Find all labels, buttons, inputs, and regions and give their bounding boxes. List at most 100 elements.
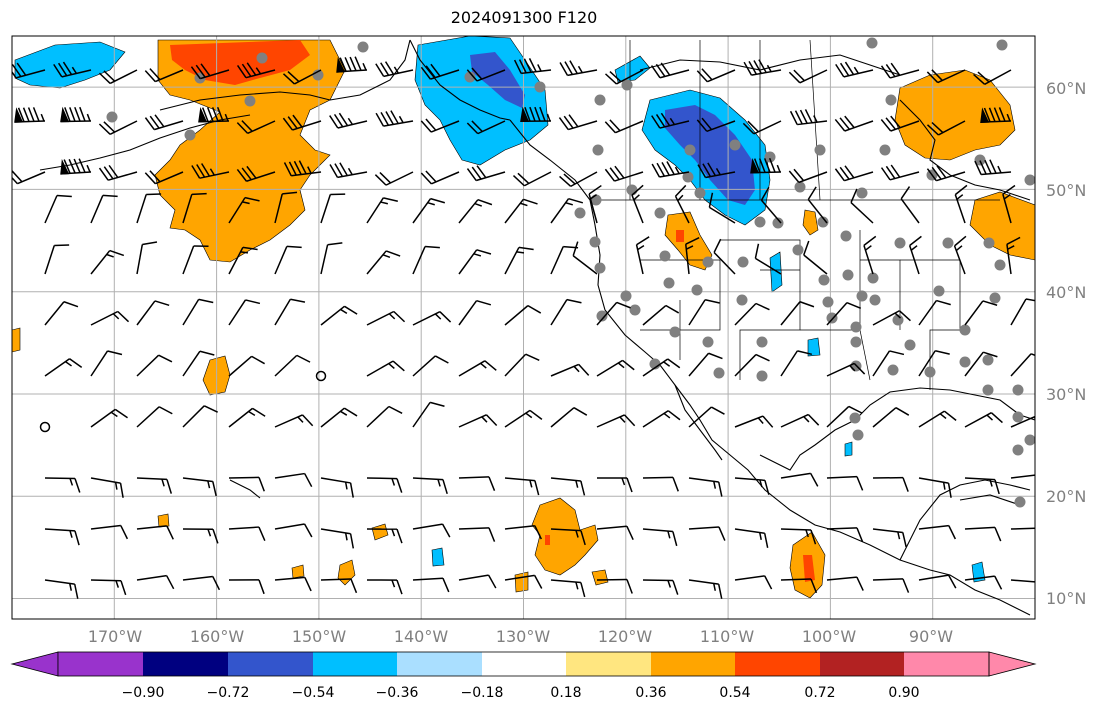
wind-barb [366, 477, 403, 493]
wind-barb [412, 355, 449, 377]
wind-barb [918, 299, 951, 326]
station-marker [764, 151, 776, 163]
wind-barb [964, 412, 1003, 428]
wind-barb [872, 476, 909, 492]
station-marker [592, 144, 604, 156]
colorbar-tick-label: −0.18 [461, 685, 504, 701]
wind-barb [412, 523, 451, 538]
station-marker [959, 356, 971, 368]
wind-barb [964, 351, 998, 377]
wind-barb [572, 241, 598, 275]
station-marker [669, 326, 681, 338]
station-marker [814, 144, 826, 156]
wind-barb [520, 106, 552, 122]
lat-label: 40°N [1046, 283, 1086, 302]
wind-barb [320, 528, 355, 549]
wind-barb [754, 243, 782, 275]
colorbar-tick-label: −0.36 [376, 685, 419, 701]
station-marker [996, 39, 1008, 51]
wind-barb [53, 61, 92, 78]
negative-anomaly-region [807, 337, 821, 357]
station-marker [856, 187, 868, 199]
lon-label: 120°W [598, 627, 653, 646]
station-marker [729, 139, 741, 151]
station-marker [904, 339, 916, 351]
wind-barb [688, 352, 723, 377]
colorbar-segment [228, 652, 313, 676]
wind-barb [90, 408, 128, 428]
station-marker [792, 244, 804, 256]
station-marker [654, 207, 666, 219]
wind-barb [144, 170, 184, 185]
wind-barb [1010, 353, 1035, 377]
wind-barb [734, 302, 770, 326]
wind-barb [780, 528, 817, 545]
negative-anomaly-region [414, 36, 549, 166]
wind-barb [458, 249, 492, 275]
wind-barb [826, 405, 863, 428]
wind-barb [366, 197, 398, 224]
wind-barb [282, 69, 322, 85]
wind-barb [182, 477, 217, 497]
station-marker [756, 370, 768, 382]
wind-barb [918, 477, 952, 498]
colorbar-tick-label: −0.72 [207, 685, 250, 701]
wind-barb [466, 165, 506, 182]
map-plot-area [11, 35, 1036, 620]
wind-barb [980, 107, 1012, 123]
wind-barb [98, 120, 138, 136]
wind-barb [688, 406, 725, 428]
wind-barb [420, 63, 460, 80]
station-marker [894, 237, 906, 249]
wind-barb [182, 405, 218, 428]
wind-barb [651, 112, 690, 129]
wind-barb [366, 360, 405, 377]
station-marker [1012, 411, 1024, 423]
wind-barb [826, 527, 864, 542]
station-marker [842, 269, 854, 281]
wind-barb [90, 477, 124, 498]
wind-barb [14, 107, 46, 123]
wind-barbs [12, 56, 1035, 599]
wind-barb [182, 192, 207, 224]
station-marker [887, 364, 899, 376]
wind-barb [329, 112, 368, 129]
wind-barb [504, 409, 543, 428]
wind-barb [635, 236, 650, 275]
lat-label: 30°N [1046, 385, 1086, 404]
wind-barb [908, 235, 922, 275]
wind-barb [1010, 298, 1035, 326]
wind-barb [274, 523, 313, 538]
wind-barb [458, 414, 498, 428]
wind-barb [826, 362, 866, 377]
station-marker [866, 37, 878, 49]
wind-barb [513, 58, 552, 75]
wind-barb [596, 525, 634, 540]
wind-barb [190, 63, 230, 80]
wind-barb [651, 161, 690, 178]
station-marker [184, 129, 196, 141]
wind-barb [559, 60, 598, 77]
wind-barb [674, 184, 690, 224]
station-marker [924, 366, 936, 378]
wind-barb [366, 579, 403, 595]
wind-barb [366, 310, 406, 326]
wind-barb [596, 301, 631, 326]
wind-barb [274, 576, 312, 592]
wind-barb [880, 115, 920, 132]
wind-barb [788, 168, 828, 184]
station-marker [594, 94, 606, 106]
wind-barb [228, 526, 266, 542]
station-marker [1012, 384, 1024, 396]
latitude-labels: 60°N 50°N 40°N 30°N 20°N 10°N [1046, 79, 1086, 608]
wind-barb [412, 577, 450, 593]
wind-barb [274, 298, 306, 326]
wind-barb [918, 524, 957, 540]
wind-barb [98, 69, 138, 85]
wind-barb [320, 477, 354, 498]
wind-barb [412, 245, 440, 275]
colorbar-min-extension [10, 651, 59, 677]
wind-barb [366, 405, 403, 428]
wind-barb [558, 114, 598, 131]
